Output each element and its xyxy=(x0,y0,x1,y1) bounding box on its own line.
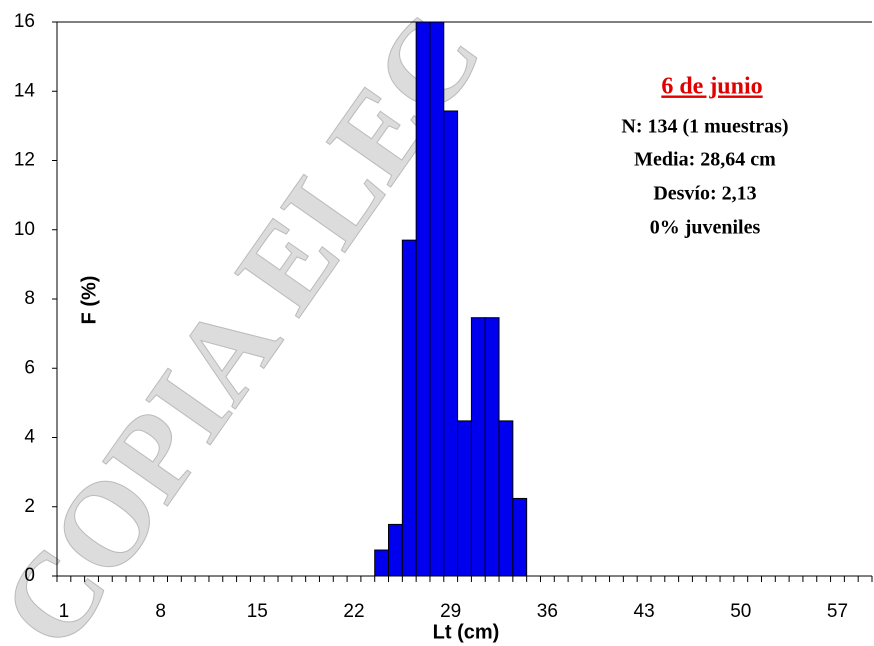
y-tick-label: 8 xyxy=(24,288,35,309)
y-tick-label: 12 xyxy=(14,150,35,171)
y-tick-label: 0 xyxy=(24,565,35,586)
bar xyxy=(401,239,417,576)
bar xyxy=(415,22,431,576)
x-tick-label: 29 xyxy=(440,601,461,622)
annotation: Desvío: 2,13 xyxy=(653,183,756,205)
x-axis-title: Lt (cm) xyxy=(433,621,500,643)
annotation: 0% juveniles xyxy=(650,217,761,239)
x-tick-label: 43 xyxy=(634,601,655,622)
annotation: Media: 28,64 cm xyxy=(634,149,776,171)
y-tick-label: 16 xyxy=(14,11,35,32)
x-tick-label: 1 xyxy=(59,601,70,622)
y-tick-label: 14 xyxy=(14,80,36,101)
bar xyxy=(470,317,486,576)
y-tick-label: 10 xyxy=(14,219,35,240)
annotation-title: 6 de junio xyxy=(661,74,762,100)
bar xyxy=(498,420,514,576)
bar xyxy=(388,523,403,576)
y-tick-label: 6 xyxy=(24,357,35,378)
bar xyxy=(512,497,528,576)
y-tick-label: 2 xyxy=(24,496,35,517)
x-tick-label: 50 xyxy=(730,601,751,622)
bar xyxy=(374,549,390,576)
x-tick-label: 57 xyxy=(827,601,848,622)
bar xyxy=(457,420,472,576)
y-tick-label: 4 xyxy=(24,427,35,448)
x-tick-label: 15 xyxy=(247,601,268,622)
x-tick-label: 8 xyxy=(155,601,166,622)
bar xyxy=(429,22,445,576)
annotation: N: 134 (1 muestras) xyxy=(621,116,788,138)
y-axis-title: F (%) xyxy=(78,276,100,325)
bar xyxy=(484,317,500,576)
x-tick-label: 36 xyxy=(537,601,558,622)
plot-area xyxy=(374,22,528,576)
bar xyxy=(443,110,459,576)
x-tick-label: 22 xyxy=(343,601,364,622)
